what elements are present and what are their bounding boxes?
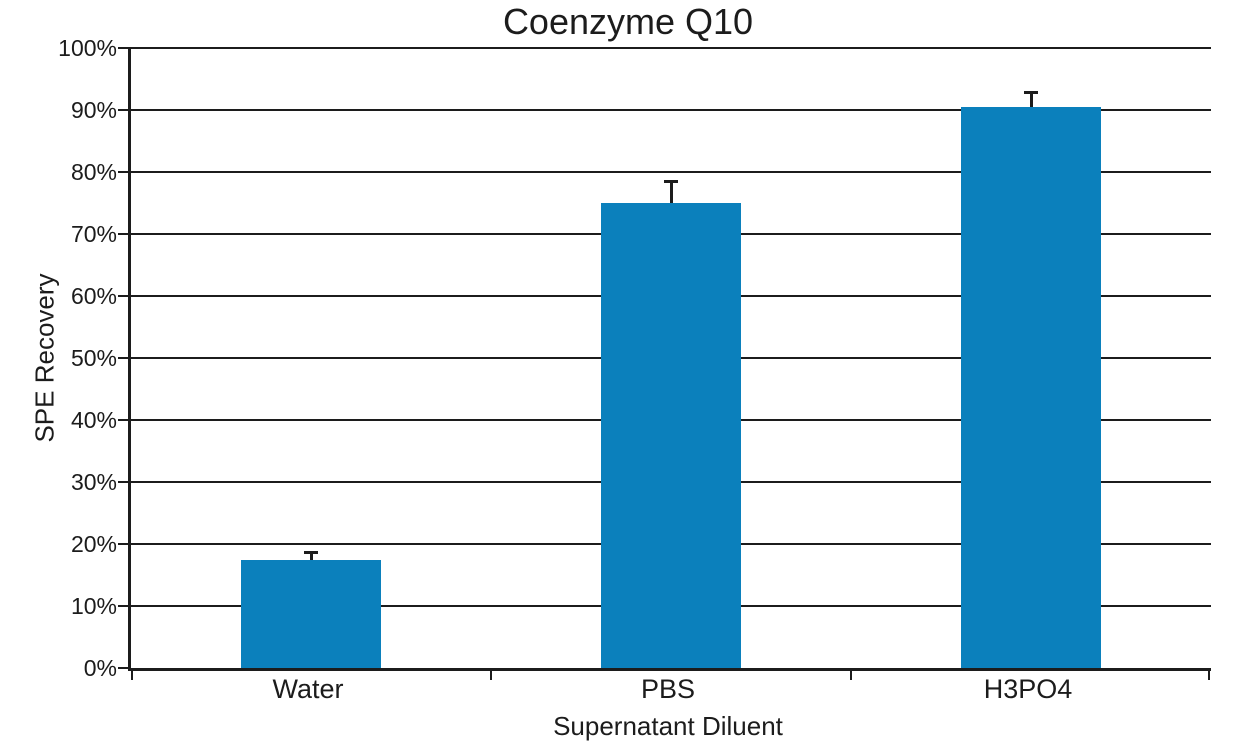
- plot-area: [118, 47, 1211, 680]
- y-axis-tick: [118, 667, 131, 669]
- gridline: [131, 47, 1211, 49]
- y-axis-tick: [118, 295, 131, 297]
- y-tick-label: 20%: [70, 531, 117, 557]
- y-tick-label: 60%: [70, 283, 117, 309]
- y-tick-label: 50%: [70, 345, 117, 371]
- y-axis-tick: [118, 419, 131, 421]
- x-axis-tick: [490, 671, 492, 680]
- x-category-label: H3PO4: [983, 674, 1073, 704]
- y-tick-label: 0%: [83, 655, 117, 681]
- y-axis-tick: [118, 357, 131, 359]
- y-axis-tick: [118, 109, 131, 111]
- error-bar-stem: [1029, 92, 1033, 107]
- y-tick-label: 80%: [70, 159, 117, 185]
- x-category-label: Water: [272, 674, 344, 704]
- y-axis-tick: [118, 171, 131, 173]
- y-tick-label: 100%: [58, 35, 117, 61]
- y-axis-tick: [118, 605, 131, 607]
- y-tick-label: 30%: [70, 469, 117, 495]
- x-axis-title: Supernatant Diluent: [553, 711, 783, 741]
- error-bar-cap: [664, 179, 678, 183]
- bar-pbs: [601, 203, 741, 668]
- gridline: [131, 171, 1211, 173]
- chart-title: Coenzyme Q10: [502, 1, 754, 42]
- bar-h3po4: [961, 106, 1101, 668]
- y-axis-tick: [118, 47, 131, 49]
- error-bar-cap: [1024, 91, 1038, 95]
- error-bar-stem: [309, 552, 313, 561]
- x-axis-tick: [131, 671, 133, 680]
- x-axis-tick: [1208, 671, 1210, 680]
- error-bar-stem: [669, 181, 673, 203]
- y-tick-label: 70%: [70, 221, 117, 247]
- x-category-label: PBS: [640, 674, 696, 704]
- gridline: [131, 109, 1211, 111]
- x-axis-tick: [850, 671, 852, 680]
- y-tick-label: 40%: [70, 407, 117, 433]
- y-axis-tick: [118, 233, 131, 235]
- bar-water: [241, 560, 381, 668]
- error-bar-cap: [304, 551, 318, 555]
- y-axis-tick: [118, 481, 131, 483]
- y-tick-label: 10%: [70, 593, 117, 619]
- y-axis-tick: [118, 543, 131, 545]
- y-tick-label: 90%: [70, 97, 117, 123]
